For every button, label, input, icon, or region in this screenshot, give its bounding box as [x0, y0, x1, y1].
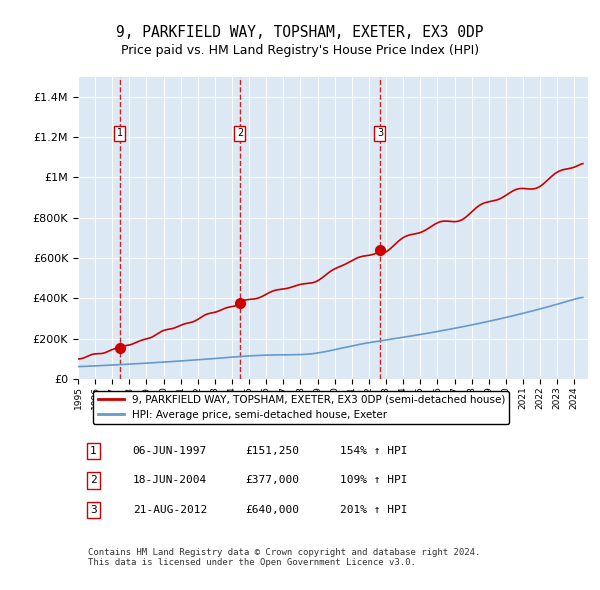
- Text: 3: 3: [90, 505, 97, 515]
- Text: 3: 3: [377, 128, 383, 138]
- Text: 1: 1: [116, 128, 123, 138]
- Text: £377,000: £377,000: [245, 476, 299, 486]
- Text: 109% ↑ HPI: 109% ↑ HPI: [340, 476, 407, 486]
- Text: 21-AUG-2012: 21-AUG-2012: [133, 505, 207, 515]
- Text: Contains HM Land Registry data © Crown copyright and database right 2024.
This d: Contains HM Land Registry data © Crown c…: [88, 548, 481, 568]
- Legend: 9, PARKFIELD WAY, TOPSHAM, EXETER, EX3 0DP (semi-detached house), HPI: Average p: 9, PARKFIELD WAY, TOPSHAM, EXETER, EX3 0…: [94, 391, 509, 424]
- Text: £640,000: £640,000: [245, 505, 299, 515]
- Text: Price paid vs. HM Land Registry's House Price Index (HPI): Price paid vs. HM Land Registry's House …: [121, 44, 479, 57]
- Text: £151,250: £151,250: [245, 446, 299, 456]
- Text: 18-JUN-2004: 18-JUN-2004: [133, 476, 207, 486]
- Text: 9, PARKFIELD WAY, TOPSHAM, EXETER, EX3 0DP: 9, PARKFIELD WAY, TOPSHAM, EXETER, EX3 0…: [116, 25, 484, 40]
- Text: 2: 2: [90, 476, 97, 486]
- Text: 1: 1: [90, 446, 97, 456]
- Text: 2: 2: [237, 128, 243, 138]
- Text: 154% ↑ HPI: 154% ↑ HPI: [340, 446, 407, 456]
- Text: 06-JUN-1997: 06-JUN-1997: [133, 446, 207, 456]
- Text: 201% ↑ HPI: 201% ↑ HPI: [340, 505, 407, 515]
